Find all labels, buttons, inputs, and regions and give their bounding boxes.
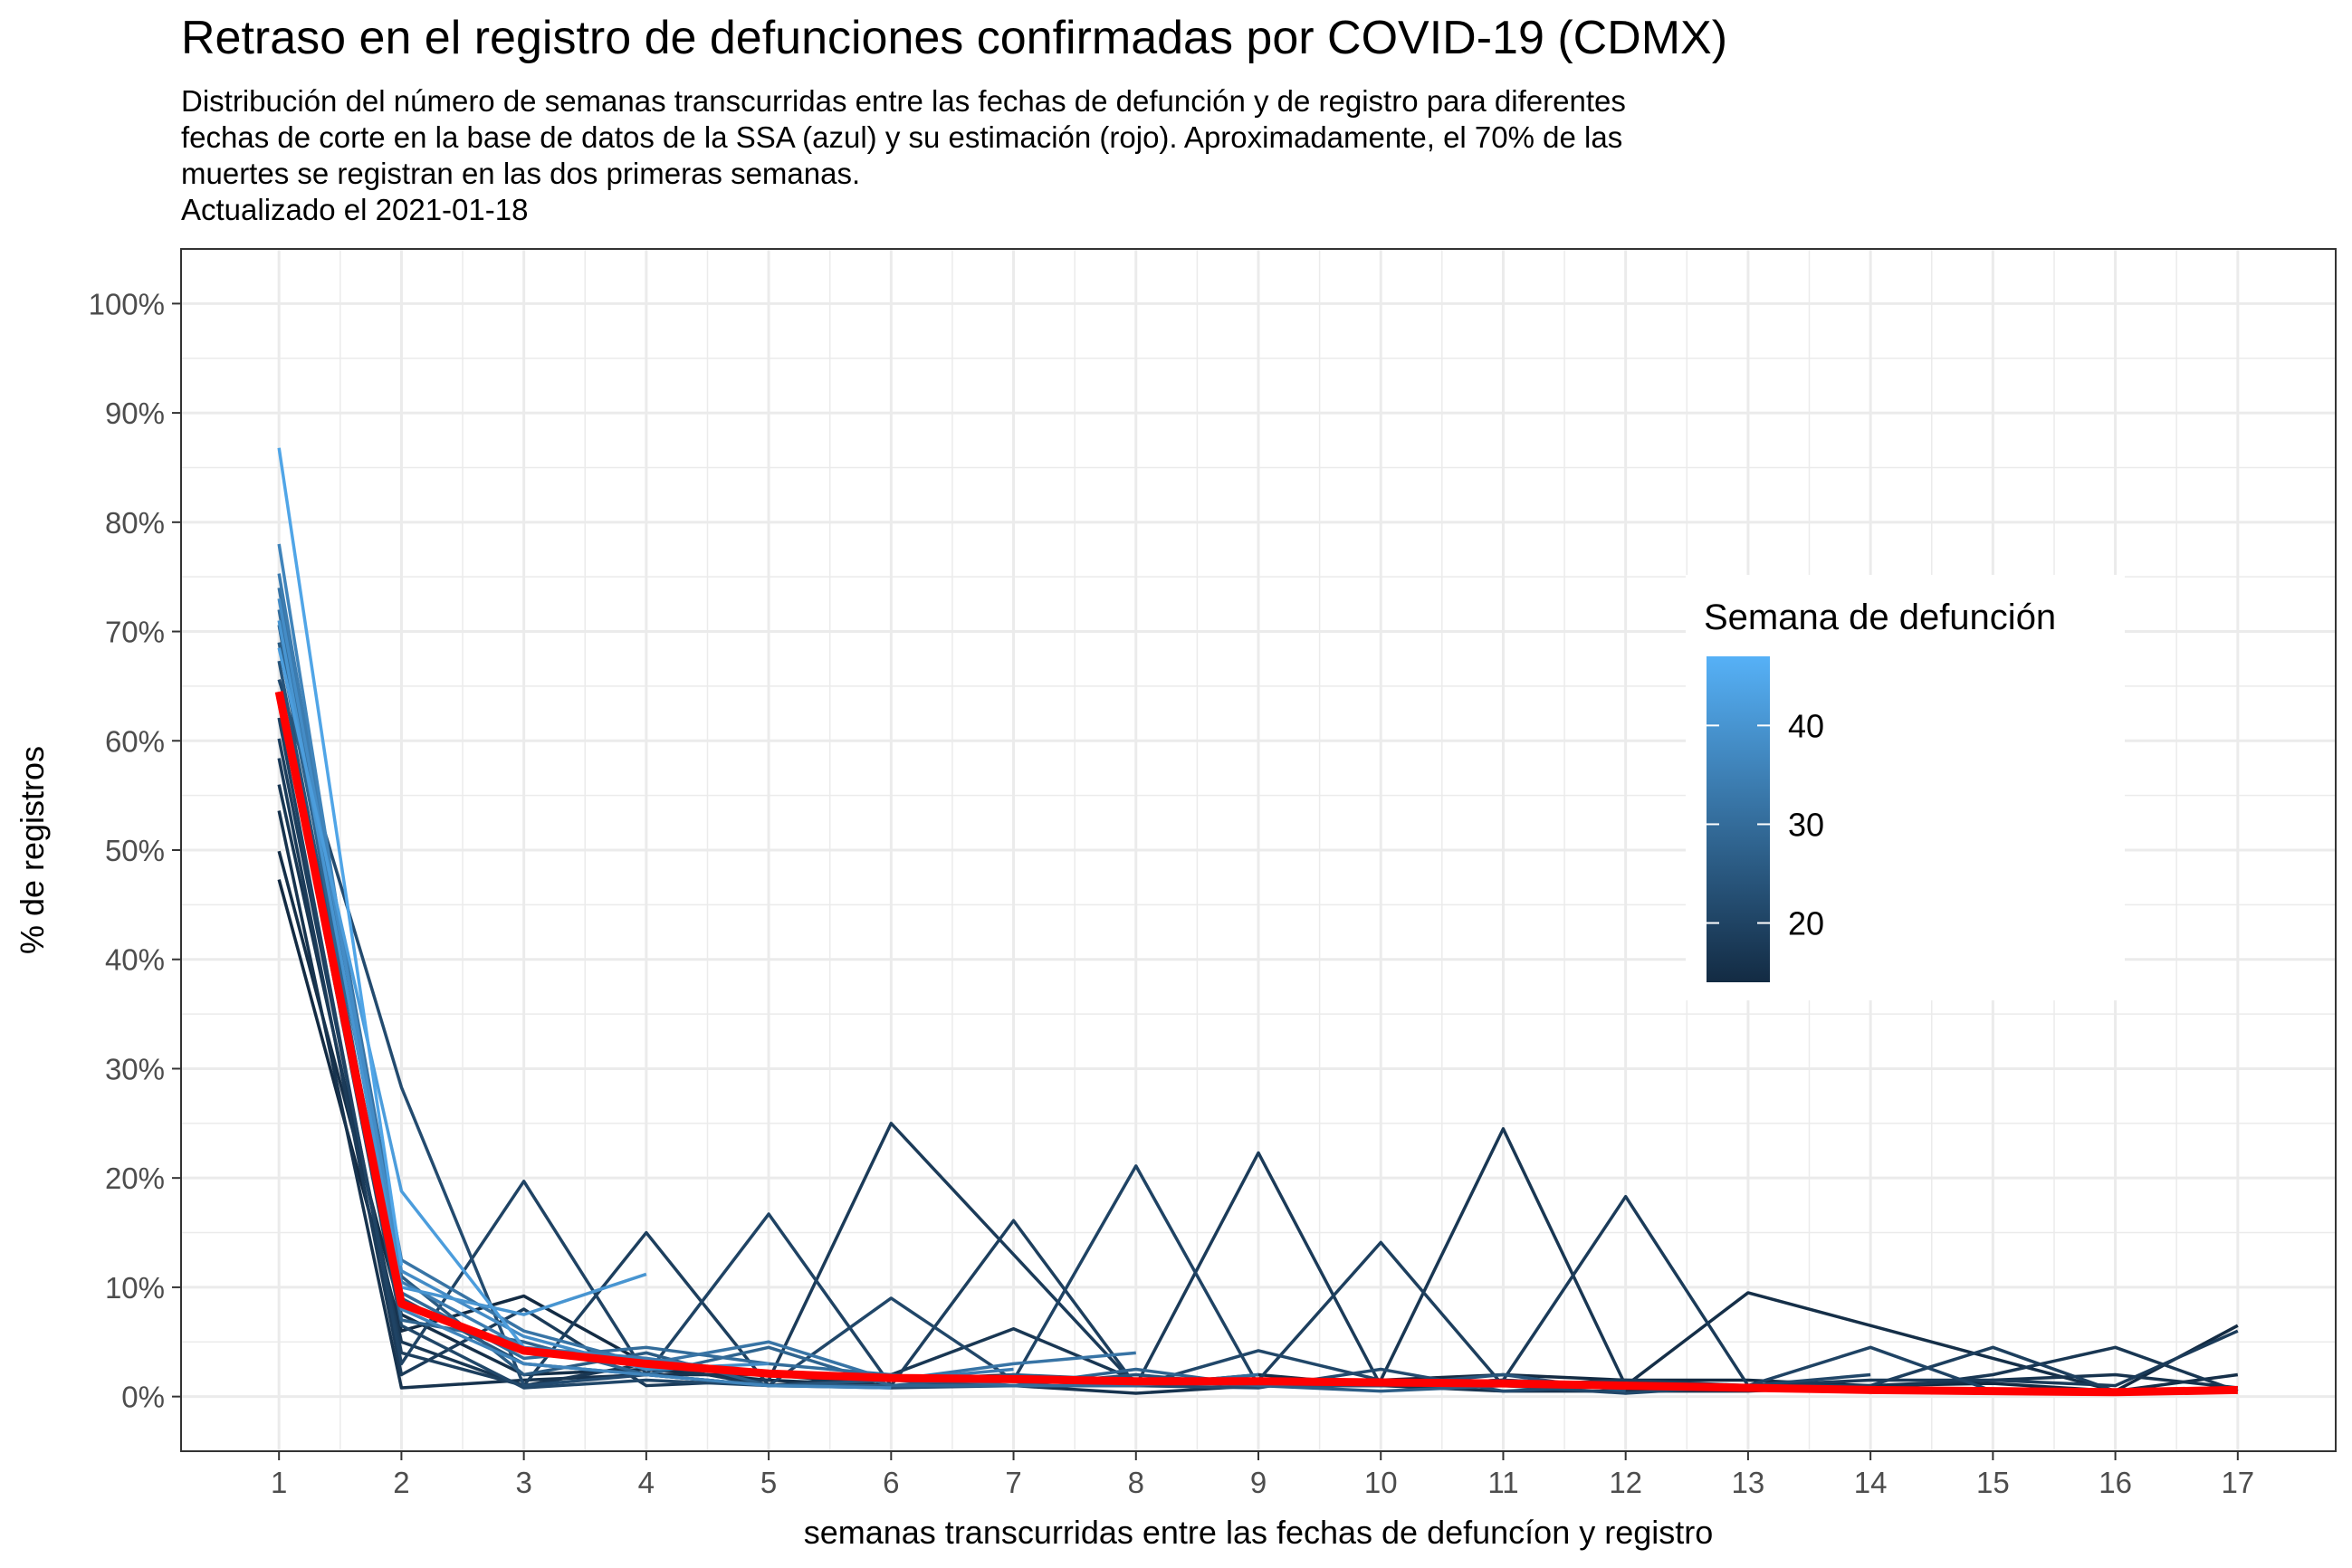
- x-tick-label: 6: [883, 1466, 899, 1499]
- x-tick-label: 16: [2099, 1466, 2132, 1499]
- y-tick-label: 50%: [105, 834, 165, 867]
- chart-subtitle: Distribución del número de semanas trans…: [181, 83, 1626, 228]
- y-axis: 0% 10% 20% 30% 40% 50% 60% 70% 80% 90% 100%: [89, 287, 181, 1414]
- subtitle-line: muertes se registran en las dos primeras…: [181, 157, 861, 190]
- y-tick-label: 10%: [105, 1271, 165, 1305]
- series-line-week-42: [277, 647, 526, 1349]
- y-tick-label: 100%: [89, 287, 165, 320]
- x-tick-label: 1: [271, 1466, 287, 1499]
- y-axis-label: % de registros: [14, 746, 51, 954]
- y-tick-label: 90%: [105, 397, 165, 430]
- legend-tick-label: 40: [1788, 707, 1824, 744]
- series-line-week-32: [277, 587, 1136, 1382]
- legend-tick-label: 20: [1788, 905, 1824, 942]
- x-tick-label: 7: [1005, 1466, 1021, 1499]
- y-tick-label: 0%: [121, 1381, 165, 1414]
- x-tick-label: 3: [515, 1466, 531, 1499]
- x-tick-label: 8: [1128, 1466, 1144, 1499]
- x-tick-label: 14: [1854, 1466, 1888, 1499]
- y-tick-label: 80%: [105, 506, 165, 540]
- series-line-week-44: [277, 447, 404, 1267]
- x-tick-label: 11: [1487, 1466, 1518, 1499]
- series-line-week-40: [277, 620, 647, 1316]
- x-axis-label: semanas transcurridas entre las fechas d…: [804, 1514, 1714, 1551]
- x-tick-label: 13: [1732, 1466, 1765, 1499]
- y-tick-label: 30%: [105, 1052, 165, 1085]
- legend-title: Semana de defunción: [1704, 598, 2056, 637]
- x-tick-label: 4: [638, 1466, 655, 1499]
- estimate-line: [274, 691, 2238, 1397]
- legend-ticks: 20 30 40: [1707, 707, 1824, 942]
- legend-colorbar: [1707, 656, 1770, 982]
- x-tick-label: 12: [1609, 1466, 1642, 1499]
- subtitle-update-date: Actualizado el 2021-01-18: [181, 193, 529, 226]
- x-tick-label: 10: [1364, 1466, 1398, 1499]
- x-tick-label: 5: [760, 1466, 777, 1499]
- chart-title: Retraso en el registro de defunciones co…: [181, 12, 1728, 64]
- subtitle-line: fechas de corte en la base de datos de l…: [181, 120, 1623, 154]
- y-tick-label: 70%: [105, 616, 165, 649]
- x-tick-label: 2: [393, 1466, 409, 1499]
- x-tick-label: 17: [2221, 1466, 2254, 1499]
- y-tick-label: 20%: [105, 1162, 165, 1195]
- x-tick-label: 9: [1250, 1466, 1267, 1499]
- x-axis: 1 2 3 4 5 6 7 8 9 10 11 12 13 14 15 16 17: [271, 1451, 2254, 1499]
- y-tick-label: 60%: [105, 724, 165, 758]
- subtitle-line: Distribución del número de semanas trans…: [181, 84, 1626, 118]
- legend-tick-label: 30: [1788, 806, 1824, 843]
- estimate-polyline: [274, 691, 2238, 1397]
- legend: Semana de defunción 20 30 40: [1686, 575, 2125, 1000]
- y-tick-label: 40%: [105, 943, 165, 977]
- x-tick-label: 15: [1976, 1466, 2010, 1499]
